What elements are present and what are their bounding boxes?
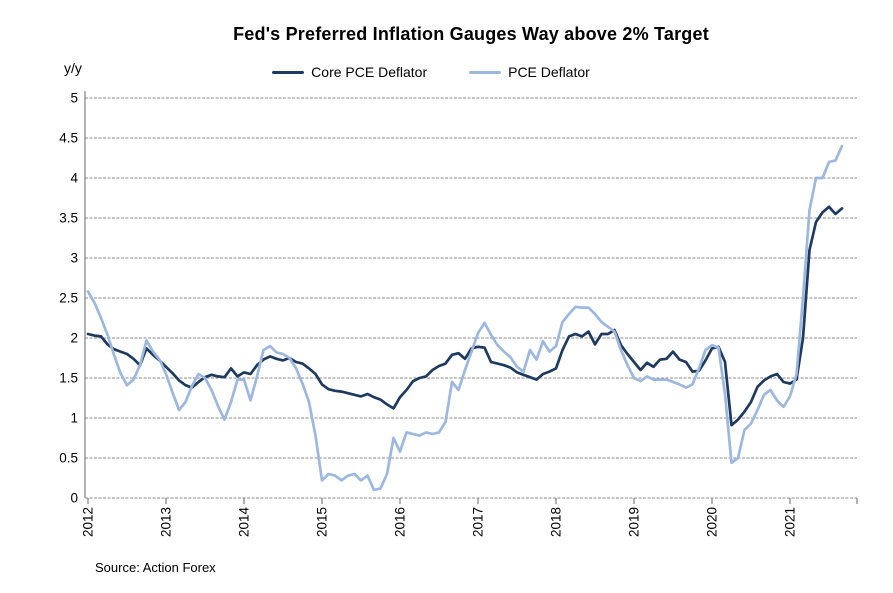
legend-label-core-pce: Core PCE Deflator — [311, 64, 428, 80]
y-axis-tick-label: 0 — [70, 491, 78, 506]
y-axis-tick-label: 1.5 — [59, 371, 78, 386]
x-axis-tick-label: 2012 — [81, 507, 96, 537]
x-axis-tick-label: 2017 — [471, 507, 486, 537]
y-axis-tick-label: 4.5 — [59, 131, 78, 146]
x-axis-tick-label: 2016 — [393, 507, 408, 537]
y-axis-tick-label: 4 — [70, 171, 78, 186]
pce-line-swatch-icon — [469, 70, 502, 74]
core-pce-line-swatch-icon — [272, 70, 305, 74]
chart-legend: Core PCE Deflator PCE Deflator — [0, 64, 862, 80]
legend-label-pce: PCE Deflator — [508, 64, 590, 80]
y-axis-title: y/y — [64, 60, 82, 76]
x-axis-tick-label: 2013 — [159, 507, 174, 537]
y-axis-tick-label: 1 — [70, 411, 78, 426]
y-axis-tick-label: 2 — [70, 331, 78, 346]
legend-item-core-pce: Core PCE Deflator — [272, 64, 427, 80]
y-axis-tick-label: 3.5 — [59, 211, 78, 226]
series-line-pce-deflator — [86, 144, 844, 492]
x-axis-tick-label: 2019 — [627, 507, 642, 537]
chart-title: Fed's Preferred Inflation Gauges Way abo… — [233, 24, 709, 44]
x-axis-tick-label: 2020 — [705, 507, 720, 537]
x-axis-tick-label: 2021 — [783, 507, 798, 537]
series-line-core-pce-deflator — [86, 205, 844, 427]
y-axis-tick-label: 0.5 — [59, 451, 78, 466]
y-axis-tick-label: 5 — [70, 91, 78, 106]
x-axis-tick-label: 2014 — [237, 507, 252, 538]
y-axis-tick-label: 2.5 — [59, 291, 78, 306]
source-note: Source: Action Forex — [95, 560, 216, 575]
y-axis-tick-label: 3 — [70, 251, 78, 266]
x-axis-tick-label: 2018 — [549, 507, 564, 537]
legend-item-pce: PCE Deflator — [469, 64, 590, 80]
x-axis-tick-label: 2015 — [315, 507, 330, 537]
